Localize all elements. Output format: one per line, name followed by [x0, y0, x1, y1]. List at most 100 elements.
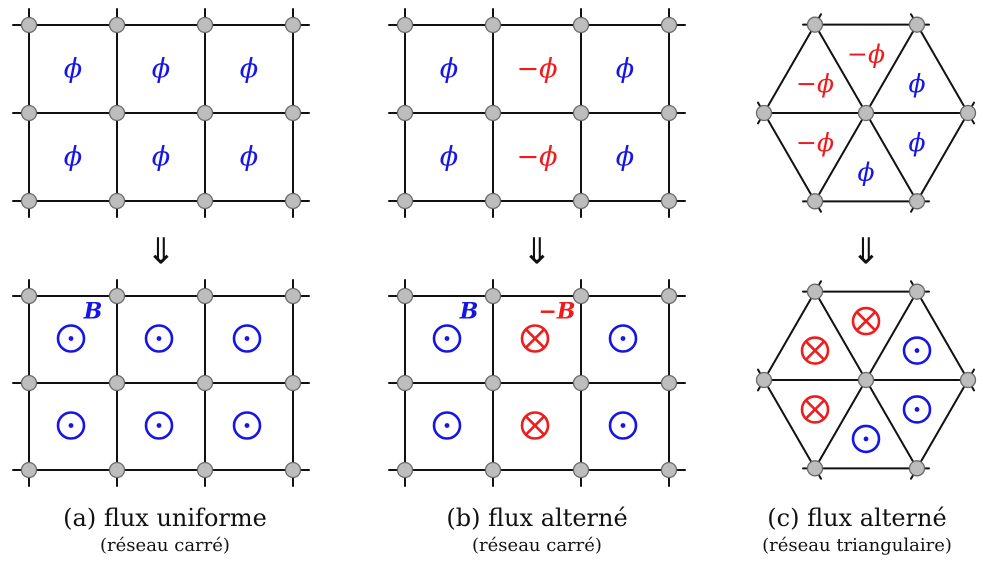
lattice-site	[196, 104, 214, 122]
field-b-r1-c0	[432, 411, 462, 440]
lattice-site	[20, 287, 38, 305]
field-b-r1-c1	[520, 411, 550, 440]
field-in-cross	[524, 328, 546, 349]
hexagon-edge	[763, 379, 816, 470]
hexagon-edge	[916, 23, 969, 114]
flux-b-r0-c1: −ϕ	[516, 54, 557, 85]
caption-a-subtitle: (réseau carré)	[100, 535, 230, 556]
field-b-r0-c1	[520, 324, 550, 353]
lattice-site	[806, 283, 824, 300]
caption-c-subtitle: (réseau triangulaire)	[762, 535, 952, 556]
lattice-site	[660, 287, 678, 305]
lattice-site	[484, 104, 502, 122]
lattice-nodes-layer	[20, 16, 977, 479]
lattice-site	[196, 287, 214, 305]
lattice-site	[857, 104, 875, 122]
lattice-content-layer: ϕ ϕ ϕ ϕ ϕ ϕ ⇓ Bϕ −ϕ ϕ ϕ −ϕ ϕ ⇓ B −B −ϕ ϕ −ϕ ϕ −ϕ ϕ ⇓	[56, 40, 932, 454]
lattice-site	[20, 461, 38, 479]
hexagon-spoke	[865, 379, 918, 470]
lattice-site	[396, 461, 414, 479]
lattice-site	[20, 374, 38, 392]
field-c-triangle-2	[800, 336, 830, 365]
field-out-dot	[444, 336, 450, 341]
field-out-dot	[156, 336, 162, 341]
field-out-dot	[914, 407, 920, 412]
caption-b-title: (b) flux alterné	[446, 504, 628, 532]
field-in-cross	[804, 399, 826, 420]
field-c-triangle-0	[851, 306, 881, 336]
field-a-r0-c2	[232, 324, 262, 353]
field-out-ring	[902, 336, 932, 365]
caption-panel-c: (c) flux alterné (réseau triangulaire)	[733, 503, 981, 559]
field-out-ring	[56, 324, 86, 353]
field-out-dot	[620, 423, 626, 428]
lattice-site	[284, 374, 302, 392]
lattice-site	[572, 461, 590, 479]
flux-b-r0-c0: ϕ	[440, 54, 458, 85]
lattice-site	[196, 461, 214, 479]
double-down-arrow-icon: ⇓	[522, 232, 552, 273]
lattice-site	[572, 374, 590, 392]
flux-c-triangle-2: −ϕ	[796, 69, 834, 98]
caption-b-subtitle: (réseau carré)	[472, 535, 602, 556]
field-a-r1-c0	[56, 411, 86, 440]
field-out-ring	[232, 411, 262, 440]
flux-b-r1-c2: ϕ	[616, 142, 634, 173]
flux-c-triangle-0: −ϕ	[847, 40, 885, 69]
field-label-b-1: −B	[538, 299, 575, 325]
lattice-site	[20, 16, 38, 34]
field-out-dot	[863, 436, 869, 442]
lattice-site	[484, 461, 502, 479]
lattice-site	[196, 16, 214, 34]
hexagon-edge	[763, 23, 816, 114]
flux-c-triangle-1: ϕ	[908, 69, 925, 98]
field-in-ring	[800, 336, 830, 365]
hexagon-edge	[763, 112, 816, 203]
lattice-site	[806, 460, 824, 477]
field-a-r0-c1	[144, 324, 174, 353]
field-in-cross	[524, 415, 546, 436]
lattice-site	[959, 371, 977, 389]
field-out-ring	[432, 324, 462, 353]
lattice-site	[484, 192, 502, 210]
lattice-site	[572, 192, 590, 210]
lattice-site	[396, 374, 414, 392]
lattice-site	[396, 104, 414, 122]
hexagon-spoke	[865, 23, 918, 114]
field-out-ring	[144, 411, 174, 440]
lattice-site	[396, 287, 414, 305]
lattice-site	[284, 192, 302, 210]
field-b-r1-c2	[608, 411, 638, 440]
field-out-ring	[851, 424, 881, 454]
lattice-site	[108, 374, 126, 392]
flux-b-r1-c0: ϕ	[440, 142, 458, 173]
lattice-site	[108, 16, 126, 34]
lattice-site	[196, 374, 214, 392]
flux-c-triangle-4: −ϕ	[796, 128, 834, 157]
lattice-site	[908, 283, 926, 300]
lattice-site	[806, 193, 824, 210]
field-a-r0-c0	[56, 324, 86, 353]
field-in-cross	[855, 310, 877, 332]
field-out-dot	[156, 423, 162, 428]
field-out-ring	[232, 324, 262, 353]
field-a-r1-c2	[232, 411, 262, 440]
field-label-b-0: B	[459, 299, 479, 325]
lattice-site	[108, 287, 126, 305]
double-down-arrow-icon: ⇓	[146, 232, 176, 273]
field-label-a-0: B	[83, 299, 103, 325]
lattice-site	[660, 192, 678, 210]
lattice-site	[396, 192, 414, 210]
field-a-r1-c1	[144, 411, 174, 440]
lattice-site	[20, 192, 38, 210]
lattice-site	[660, 104, 678, 122]
field-c-triangle-4	[800, 395, 830, 424]
field-in-cross	[804, 340, 826, 361]
field-out-dot	[68, 423, 74, 428]
field-out-ring	[144, 324, 174, 353]
hexagon-edge	[916, 112, 969, 203]
caption-a-title: (a) flux uniforme	[63, 504, 267, 532]
lattice-site	[755, 104, 773, 122]
lattice-site	[660, 374, 678, 392]
